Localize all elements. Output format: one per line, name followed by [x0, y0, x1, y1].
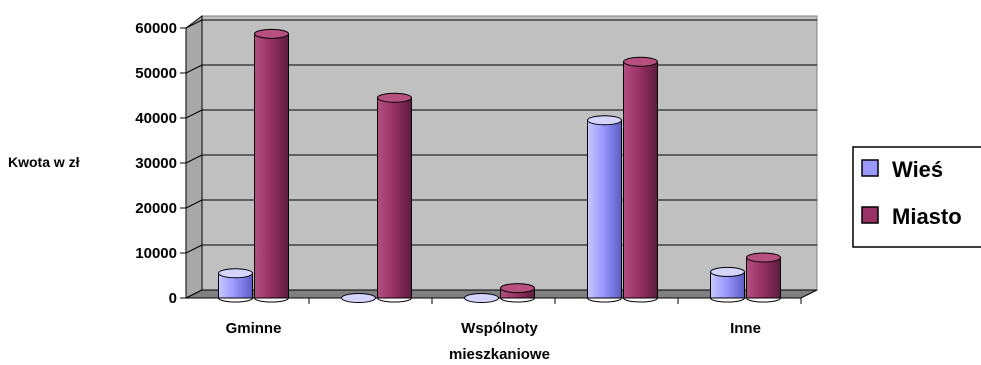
- x-tick-label: mieszkaniowe: [449, 346, 550, 363]
- legend: Wieś Miasto: [852, 146, 981, 248]
- bar-wies: [218, 268, 253, 303]
- x-tick-label: Gminne: [226, 320, 282, 337]
- gridline: [185, 154, 203, 164]
- y-tick-label: 20000: [135, 200, 177, 217]
- y-axis: 0 10000 20000 30000 40000 50000 60000: [135, 20, 187, 307]
- gridline: [185, 109, 203, 119]
- gridlines: [185, 19, 817, 254]
- bars: [218, 28, 781, 303]
- bar-miasto: [623, 56, 658, 303]
- y-tick-label: 30000: [135, 155, 177, 172]
- bar-wies: [341, 293, 376, 303]
- bar-miasto: [254, 28, 289, 303]
- legend-label-wies: Wieś: [892, 157, 943, 182]
- y-tick-label: 50000: [135, 65, 177, 82]
- legend-swatch-wies: [861, 159, 879, 177]
- x-tick-label: Inne: [730, 320, 761, 337]
- y-axis-label: Kwota w zł: [8, 154, 80, 170]
- legend-label-miasto: Miasto: [892, 204, 962, 229]
- legend-swatch-miasto: [861, 206, 879, 224]
- gridline: [185, 244, 203, 254]
- y-tick-label: 40000: [135, 110, 177, 127]
- y-tick-label: 10000: [135, 245, 177, 262]
- bar-wies: [587, 115, 622, 303]
- x-axis: Gminne Wspólnoty mieszkaniowe Inne: [226, 298, 802, 363]
- bar-wies: [464, 293, 499, 303]
- bar-miasto: [746, 252, 781, 303]
- y-tick-label: 60000: [135, 20, 177, 37]
- y-tick-label: 0: [169, 290, 177, 307]
- plot-back-wall: [201, 15, 818, 291]
- gridline: [185, 199, 203, 209]
- plot-side-wall: [185, 15, 203, 299]
- bar-miasto: [377, 92, 412, 303]
- gridline: [185, 19, 203, 29]
- x-tick-label: Wspólnoty: [461, 320, 538, 337]
- bar-wies: [710, 266, 745, 303]
- bar-miasto: [500, 283, 535, 303]
- gridline: [185, 64, 203, 74]
